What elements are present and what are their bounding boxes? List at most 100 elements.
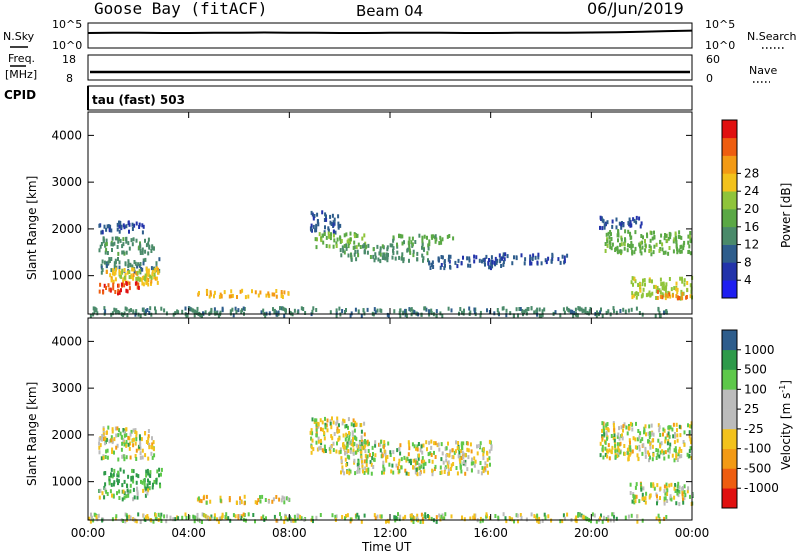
cell-17 [154, 309, 157, 314]
cell-17 [349, 313, 352, 318]
cell-11 [466, 256, 469, 261]
cell-6 [689, 446, 692, 451]
cell-5 [370, 462, 373, 467]
cell-5 [150, 275, 153, 280]
cell-14 [658, 248, 661, 253]
cell-8 [238, 514, 241, 519]
cell-6 [664, 450, 667, 455]
cell-5 [421, 450, 424, 455]
cell-8 [505, 519, 508, 524]
cell-5 [366, 439, 369, 444]
cell-6 [651, 431, 654, 436]
cell-7 [673, 495, 676, 500]
cell-5 [364, 453, 367, 458]
cell-14 [683, 240, 686, 245]
cell-8 [559, 519, 562, 524]
cell-7 [678, 489, 681, 494]
cell-5 [390, 469, 393, 474]
cell-14 [617, 233, 620, 238]
cell-8 [585, 517, 588, 522]
cell-5 [434, 441, 437, 446]
cell-1 [111, 248, 113, 252]
cell-1 [122, 250, 125, 255]
cell-0 [122, 223, 125, 228]
cell-5 [482, 469, 485, 474]
cell-8 [538, 519, 541, 524]
cell-2 [101, 268, 104, 272]
cell-9 [400, 256, 403, 261]
cell-5 [466, 441, 469, 446]
cell-3 [219, 498, 222, 503]
cell-4 [351, 430, 354, 435]
cell-0 [135, 457, 138, 461]
cell-8 [296, 516, 299, 521]
cell-5 [380, 454, 383, 459]
cell-4 [361, 442, 364, 446]
cell-2 [112, 493, 115, 498]
cell-8 [450, 514, 453, 519]
cell-6 [667, 439, 670, 444]
cell-8 [146, 514, 149, 518]
cell-6 [680, 454, 683, 459]
cell-13 [635, 220, 638, 225]
cell-1 [104, 482, 107, 487]
cell-6 [652, 432, 655, 437]
cell-6 [636, 437, 639, 442]
cell-17 [290, 311, 292, 316]
cell-4 [325, 423, 328, 428]
cell-11 [485, 254, 488, 259]
cell-4 [324, 449, 327, 453]
cell-1 [146, 468, 149, 473]
velocity-colorbar-title: Velocity [m s-1] [778, 380, 793, 470]
cell-3 [228, 496, 231, 500]
cell-5 [346, 443, 349, 448]
cell-14 [630, 235, 633, 240]
cell-17 [221, 306, 224, 311]
cell-5 [451, 448, 454, 453]
cell-0 [104, 441, 107, 446]
cell-10 [446, 234, 449, 239]
cell-5 [445, 458, 448, 463]
cell-17 [576, 313, 579, 318]
cell-14 [646, 234, 649, 239]
cell-17 [217, 313, 220, 318]
cell-14 [655, 242, 658, 247]
cell-4 [347, 438, 350, 443]
station-title: Goose Bay (fitACF) [94, 0, 267, 18]
cell-0 [118, 224, 121, 229]
cell-3 [132, 273, 135, 278]
cell-11 [467, 263, 470, 268]
cell-1 [131, 475, 134, 480]
cell-3 [132, 276, 135, 281]
cell-14 [616, 250, 619, 255]
cell-16 [681, 296, 684, 301]
cell-7 [656, 498, 659, 503]
cell-5 [417, 442, 420, 446]
cell-4 [323, 436, 326, 441]
cell-8 [473, 513, 476, 518]
cell-2 [105, 263, 108, 268]
cell-4 [310, 436, 313, 441]
noise-panel-frame [87, 22, 693, 49]
cell-0 [138, 222, 141, 227]
cell-0 [133, 223, 136, 228]
cell-3 [219, 495, 222, 500]
cell-9 [373, 258, 376, 263]
cell-6 [208, 294, 211, 299]
cell-4 [333, 432, 336, 436]
cell-0 [144, 431, 146, 436]
cell-4 [355, 422, 358, 427]
cell-9 [347, 253, 350, 258]
cell-3 [131, 267, 134, 272]
cell-4 [336, 426, 339, 431]
cell-5 [430, 439, 433, 444]
cell-7 [316, 212, 319, 217]
cell-9 [379, 246, 382, 251]
cell-6 [688, 434, 691, 439]
cell-8 [613, 515, 615, 520]
colorbar-tick-label: 16 [744, 220, 759, 234]
cell-7 [337, 225, 340, 230]
cell-4 [324, 416, 326, 421]
